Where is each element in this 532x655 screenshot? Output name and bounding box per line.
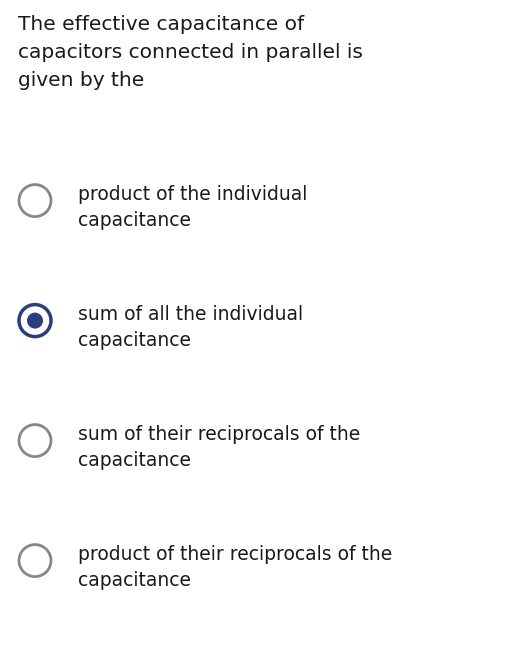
- Text: product of their reciprocals of the: product of their reciprocals of the: [78, 545, 392, 564]
- Text: The effective capacitance of
capacitors connected in parallel is
given by the: The effective capacitance of capacitors …: [18, 15, 363, 90]
- Text: capacitance: capacitance: [78, 451, 191, 470]
- Text: product of the individual: product of the individual: [78, 185, 307, 204]
- Text: sum of all the individual: sum of all the individual: [78, 305, 303, 324]
- Text: capacitance: capacitance: [78, 211, 191, 230]
- Text: sum of their reciprocals of the: sum of their reciprocals of the: [78, 425, 360, 444]
- Text: capacitance: capacitance: [78, 571, 191, 590]
- Circle shape: [27, 312, 43, 329]
- Text: capacitance: capacitance: [78, 331, 191, 350]
